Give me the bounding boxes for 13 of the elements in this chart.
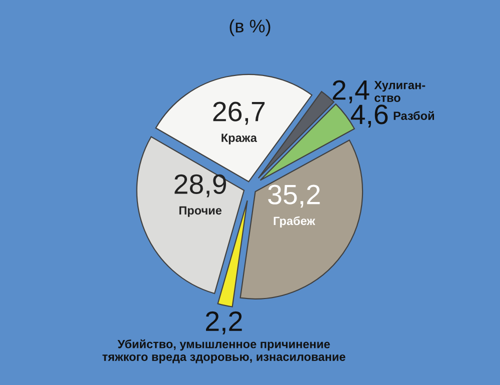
data-label: 2,4 — [332, 80, 370, 104]
data-label: 26,7 — [213, 102, 265, 125]
slice-label: Прочие — [179, 206, 222, 217]
data-label: 2,2 — [206, 311, 242, 334]
data-label: 35,2 — [268, 184, 320, 208]
slice-label: Хулиган- ство — [374, 81, 426, 102]
slice-label: Кража — [222, 134, 258, 144]
slice-label: Грабеж — [274, 216, 316, 228]
data-label: 4,6 — [350, 104, 388, 128]
chart-title: (в %) — [230, 19, 270, 36]
slice-label: Убийство, умышленное причинение тяжкого вреда здоровью, изнасилование — [102, 339, 346, 364]
data-label: 28,9 — [174, 174, 226, 198]
slice-label: Разбой — [394, 111, 434, 120]
